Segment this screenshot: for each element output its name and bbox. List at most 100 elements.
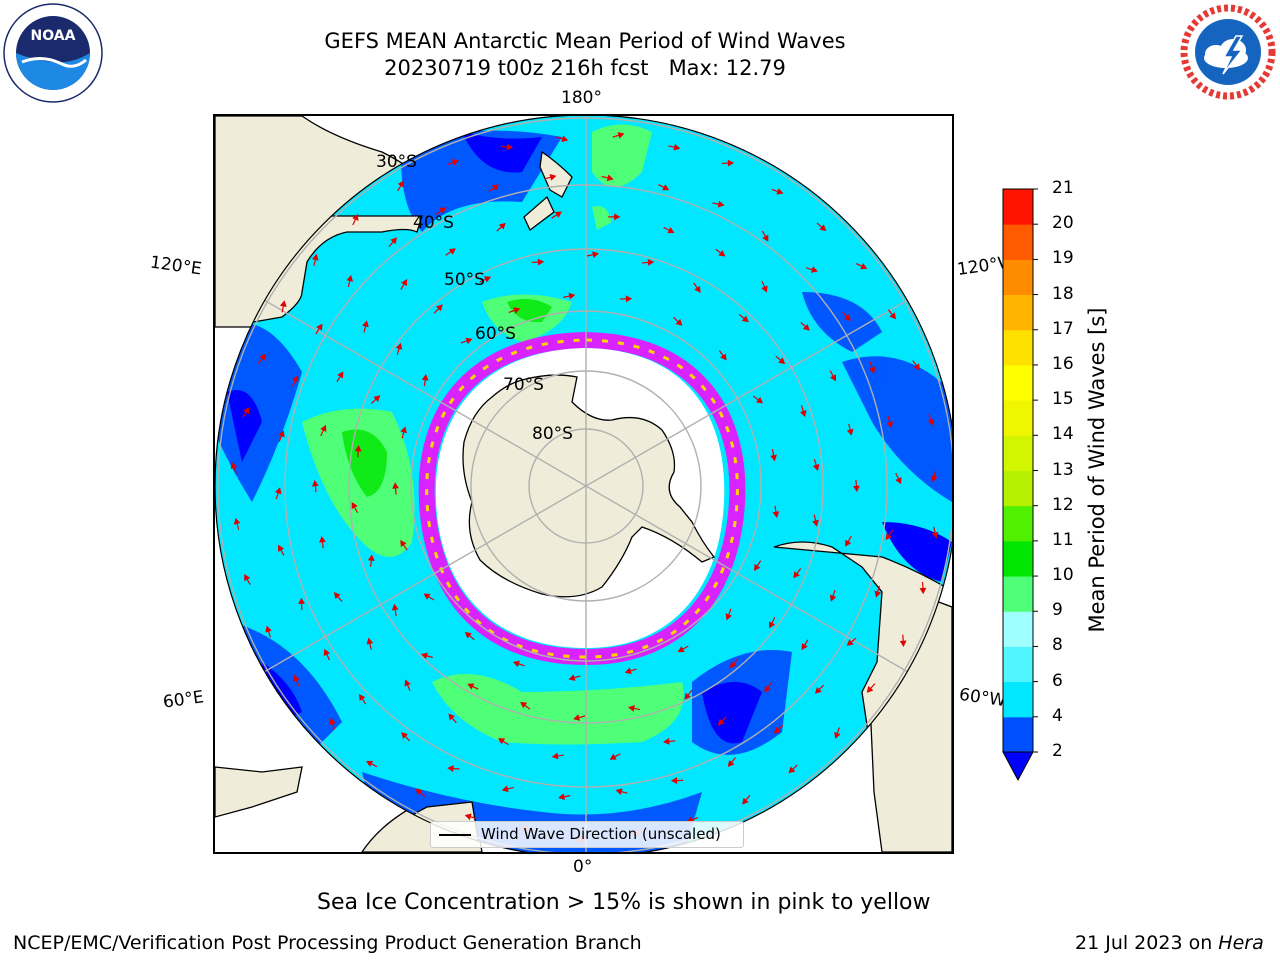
- lat-label-60s: 60°S: [475, 324, 516, 344]
- wave-direction-arrow-head: [573, 714, 581, 721]
- wave-direction-arrow-head: [278, 430, 285, 438]
- wave-direction-arrow-head: [558, 793, 565, 801]
- wave-direction-arrow-head: [930, 475, 938, 483]
- colorbar-tick-label: 12: [1052, 494, 1074, 515]
- colorbar-band: [1003, 611, 1033, 647]
- wave-direction-arrow-head: [298, 597, 305, 605]
- lon-label-180: 180°: [561, 88, 602, 108]
- wave-direction-arrow-head: [537, 258, 545, 266]
- wave-direction-arrow-head: [756, 396, 764, 404]
- lat-label-50s: 50°S: [444, 270, 485, 290]
- wave-direction-arrow-head: [899, 640, 907, 647]
- colorbar-tick-label: 8: [1052, 635, 1063, 656]
- wave-direction-arrow-head: [435, 304, 443, 312]
- colorbar-tick-label: 14: [1052, 424, 1074, 445]
- colorbar-tick-label: 15: [1052, 389, 1074, 410]
- colorbar-tick-label: 16: [1052, 353, 1074, 374]
- wave-direction-arrow-head: [293, 674, 300, 682]
- wind-wave-arrows: [230, 132, 939, 842]
- wave-direction-arrow-head: [337, 371, 344, 379]
- lon-label-0: 0°: [573, 857, 593, 877]
- wave-direction-arrow-head: [465, 337, 473, 345]
- wave-direction-arrow-head: [448, 248, 456, 255]
- wave-direction-arrow-head: [647, 259, 655, 266]
- colorbar-band: [1003, 189, 1033, 225]
- colorbar-band: [1003, 329, 1033, 366]
- wave-direction-arrow-head: [846, 639, 854, 646]
- lat-label-40s: 40°S: [413, 213, 454, 233]
- wave-direction-arrow-head: [501, 785, 509, 793]
- colorbar: [1002, 188, 1038, 782]
- wave-direction-arrow-head: [311, 253, 319, 261]
- sea-ice-edge: [425, 338, 739, 659]
- wave-direction-arrow-head: [513, 307, 521, 314]
- wave-direction-arrow-head: [778, 357, 786, 365]
- wave-direction-arrow-head: [323, 648, 330, 657]
- wave-direction-arrow-head: [868, 366, 876, 374]
- wave-direction-arrow-head: [279, 300, 287, 307]
- wave-direction-arrow-head: [512, 660, 520, 668]
- wave-direction-arrow-head: [561, 135, 569, 143]
- colorbar-tick-label: 20: [1052, 213, 1074, 234]
- wave-direction-arrow-head: [717, 718, 725, 726]
- wave-direction-arrow-head: [259, 353, 267, 361]
- antarctica: [462, 374, 716, 598]
- wave-direction-arrow-head: [400, 278, 408, 287]
- wave-direction-arrow-head: [772, 511, 780, 518]
- wave-direction-arrow-head: [866, 685, 874, 693]
- wave-direction-arrow-head: [931, 531, 939, 539]
- wave-direction-arrow-head: [292, 375, 299, 383]
- colorbar-band: [1003, 505, 1033, 542]
- wave-direction-arrow-head: [367, 554, 375, 562]
- wave-direction-arrow-head: [615, 788, 623, 795]
- wave-direction-arrow-head: [799, 410, 807, 418]
- colorbar-band: [1003, 294, 1033, 331]
- footer-date: 21 Jul 2023 on Hera: [1075, 932, 1264, 954]
- wave-direction-arrow-head: [673, 143, 681, 151]
- wave-direction-arrow-head: [667, 227, 675, 234]
- wave-direction-arrow-head: [278, 544, 285, 552]
- wave-direction-arrow-head: [606, 174, 614, 182]
- wave-direction-arrow-head: [662, 184, 670, 191]
- lat-label-30s: 30°S: [376, 152, 417, 172]
- wave-direction-arrow-head: [829, 594, 837, 602]
- wave-direction-arrow-head: [464, 631, 472, 639]
- wave-direction-arrow-head: [762, 234, 769, 242]
- wave-direction-arrow-head: [390, 237, 398, 245]
- wave-direction-arrow-head: [801, 643, 808, 651]
- colorbar-band: [1003, 435, 1033, 471]
- wave-direction-arrow-head: [886, 421, 894, 429]
- wave-direction-arrow-head: [464, 813, 472, 821]
- wave-direction-arrow-head: [625, 295, 633, 303]
- colorbar-tick-label: 11: [1052, 529, 1074, 550]
- wave-direction-arrow-head: [742, 797, 749, 805]
- colorbar-band: [1003, 470, 1033, 507]
- legend-label: Wind Wave Direction (unscaled): [481, 825, 721, 843]
- wave-direction-arrow-head: [628, 705, 635, 712]
- colorbar-tick-label: 10: [1052, 565, 1074, 586]
- legend-line-icon: [439, 834, 471, 836]
- map-panel: Wind Wave Direction (unscaled): [213, 114, 954, 854]
- colorbar-band: [1003, 259, 1033, 296]
- sea-ice-note: Sea Ice Concentration > 15% is shown in …: [317, 890, 931, 915]
- wave-direction-arrow-head: [853, 485, 860, 493]
- chart-subtitle: 20230719 t00z 216h fcst Max: 12.79: [384, 56, 786, 80]
- wave-direction-arrow-head: [484, 276, 492, 283]
- colorbar-bands: [1003, 189, 1033, 753]
- colorbar-band: [1003, 716, 1033, 753]
- wave-direction-arrow-head: [549, 174, 557, 181]
- wave-direction-arrow-head: [233, 517, 241, 525]
- wave-direction-arrow-head: [551, 752, 559, 760]
- lat-label-80s: 80°S: [532, 424, 573, 444]
- footer-date-text: 21 Jul 2023 on: [1075, 932, 1213, 954]
- wave-direction-arrow-head: [663, 737, 670, 745]
- wave-direction-arrow-head: [400, 539, 407, 548]
- wave-direction-arrow-head: [592, 251, 599, 259]
- wave-direction-arrow-head: [727, 759, 735, 767]
- wave-direction-arrow-head: [439, 207, 447, 214]
- wave-direction-arrow-head: [421, 373, 429, 381]
- wave-direction-arrow-head: [362, 320, 369, 328]
- colorbar-tick-label: 21: [1052, 178, 1074, 198]
- wave-direction-arrow-head: [802, 323, 810, 331]
- wave-direction-arrow-head: [554, 211, 562, 218]
